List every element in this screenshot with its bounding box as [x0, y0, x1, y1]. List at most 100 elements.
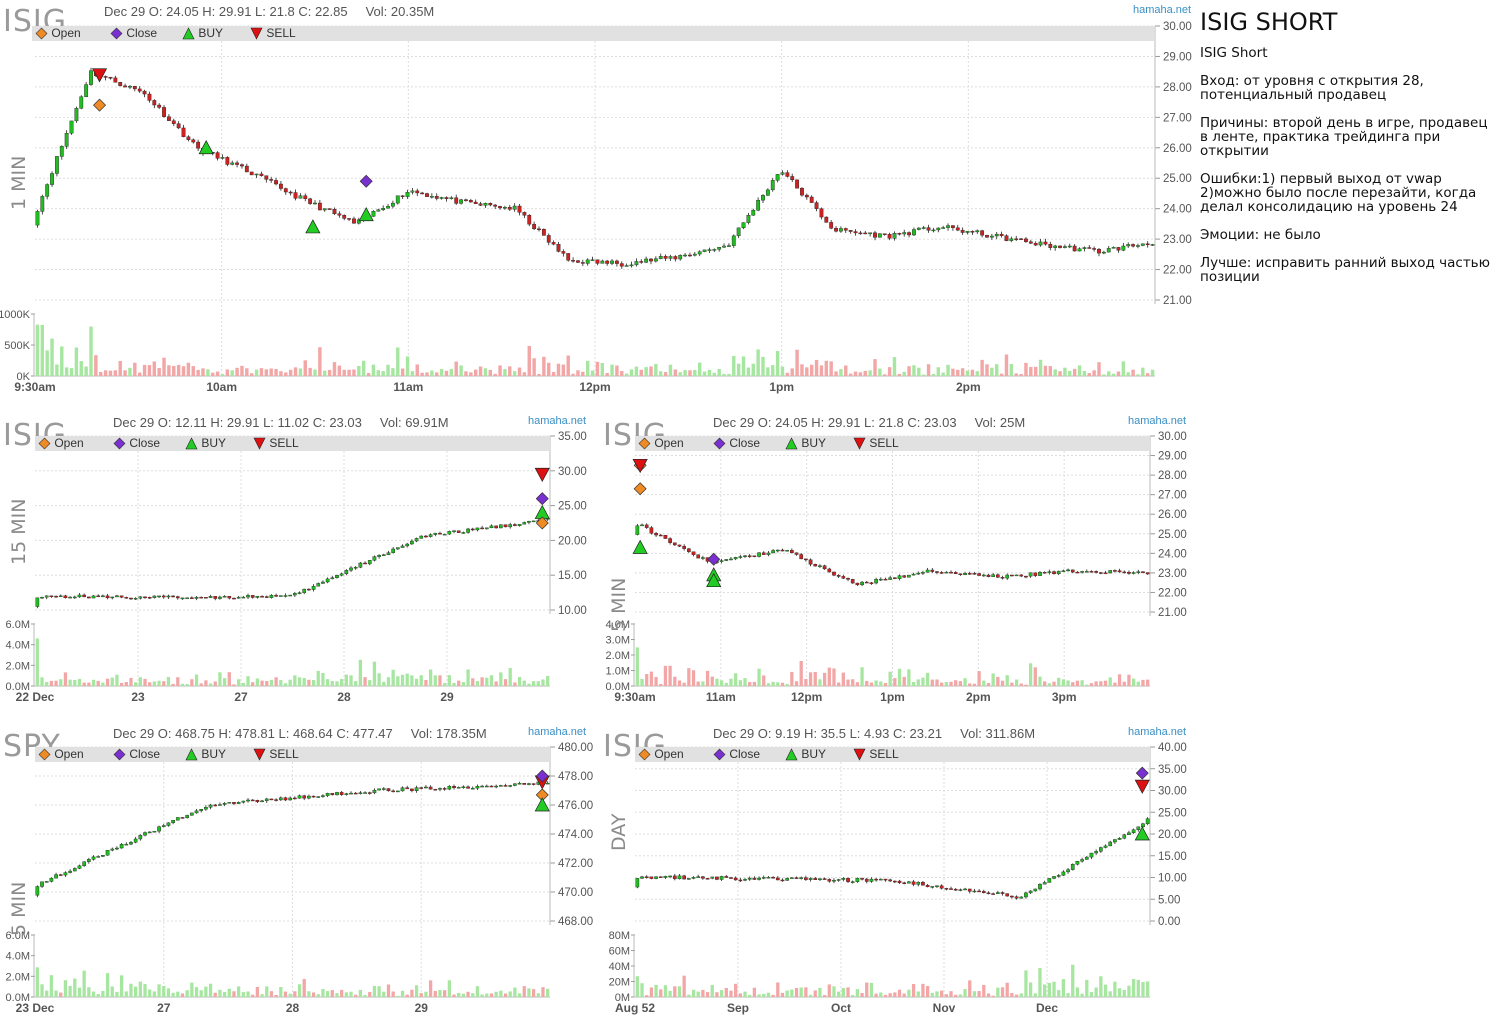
volume-tick-label: 40M [609, 961, 630, 973]
volume-bar [858, 372, 863, 376]
candle-body [921, 882, 925, 886]
candle-body [105, 595, 110, 599]
volume-bar [508, 991, 512, 997]
legend-open-icon [638, 748, 651, 761]
volume-bar [190, 679, 194, 686]
candle-body [40, 196, 45, 212]
volume-bar [265, 680, 269, 686]
candle-body [832, 571, 836, 576]
volume-bar [283, 991, 288, 997]
candle-body [180, 817, 185, 819]
candle-body [1131, 572, 1136, 574]
volume-bar [715, 678, 719, 686]
candle-body [513, 783, 517, 786]
candle-body [1053, 245, 1058, 248]
volume-bar [659, 683, 663, 686]
volume-bar [138, 677, 142, 686]
candle-body [410, 540, 414, 545]
candle-body [649, 258, 653, 262]
legend-sell: SELL [253, 747, 299, 762]
candle-body [724, 876, 729, 878]
volume-bar [748, 682, 752, 686]
volume-bar [274, 994, 278, 997]
legend-open-icon [35, 27, 48, 40]
candle-body [1066, 869, 1070, 873]
candle-body [110, 848, 115, 851]
volume-bar [54, 680, 58, 686]
candle-body [897, 233, 902, 235]
candle-body [931, 229, 936, 232]
candle-body [218, 804, 222, 806]
candle-body [367, 792, 372, 794]
candle-body [1080, 859, 1084, 862]
candle-body [780, 549, 785, 552]
candle-body [342, 215, 347, 219]
volume-bar [464, 371, 468, 376]
candle-body [897, 575, 902, 579]
candle-body [274, 180, 278, 185]
candle-body [1072, 245, 1077, 252]
candle-body [321, 795, 325, 797]
volume-tick-label: 1.0M [606, 666, 630, 678]
volume-bar [152, 681, 157, 686]
candle-body [658, 534, 663, 537]
volume-bar [129, 678, 133, 686]
candle-body [860, 581, 864, 586]
candle-body [391, 548, 395, 553]
volume-bar [702, 371, 707, 376]
volume-bar [654, 676, 658, 686]
legend-open-icon [38, 437, 51, 450]
chart-1min: 30.00 29.00 28.00 27.00 26.00 25.00 24.00 23.00… [0, 0, 1200, 400]
candle-body [1113, 839, 1117, 843]
x-tick-label: 23 [131, 690, 145, 704]
volume-bar [1043, 365, 1048, 376]
candle-body [235, 162, 239, 165]
y-tick-label: 29.00 [1158, 451, 1187, 463]
candle-body [841, 878, 846, 880]
candle-body [527, 215, 532, 225]
volume-bar [517, 993, 522, 997]
candle-body [44, 595, 49, 598]
volume-bar [50, 338, 54, 376]
candle-body [551, 242, 556, 245]
volume-bar [734, 983, 738, 997]
volume-bar [879, 992, 883, 997]
volume-bar [172, 365, 176, 376]
candle-body [246, 799, 250, 802]
candle-body [566, 253, 571, 261]
candle-body [1084, 571, 1089, 573]
volume-bar [303, 360, 307, 376]
volume-bar [705, 670, 710, 686]
candle-body [288, 191, 293, 194]
candle-body [731, 235, 736, 246]
volume-bar [181, 366, 186, 376]
candle-body [907, 232, 911, 236]
volume-bar [327, 369, 332, 376]
candle-body [707, 249, 712, 251]
candle-body [1126, 244, 1131, 247]
candle-body [483, 203, 488, 206]
candle-body [902, 882, 907, 884]
timeframe-label: 1 MIN [8, 155, 30, 210]
volume-bar [255, 678, 260, 686]
volume-bar [302, 677, 306, 686]
volume-bar [581, 371, 585, 376]
volume-bar [883, 374, 887, 376]
candle-body [1024, 238, 1028, 242]
candle-body [1024, 575, 1028, 578]
candle-body [128, 85, 132, 88]
candle-body [129, 597, 133, 600]
x-tick-label: 23 Dec [16, 1001, 55, 1015]
candle-body [1141, 571, 1145, 573]
candle-body [935, 571, 939, 573]
candle-body [449, 197, 454, 199]
volume-bar [605, 372, 609, 376]
volume-bar [649, 671, 654, 686]
volume-bar [879, 681, 883, 686]
volume-bar [813, 990, 817, 997]
volume-bar [377, 673, 381, 686]
candle-body [297, 795, 302, 799]
volume-bar [729, 678, 733, 686]
buy-marker [1134, 826, 1150, 841]
volume-bar [415, 364, 419, 376]
